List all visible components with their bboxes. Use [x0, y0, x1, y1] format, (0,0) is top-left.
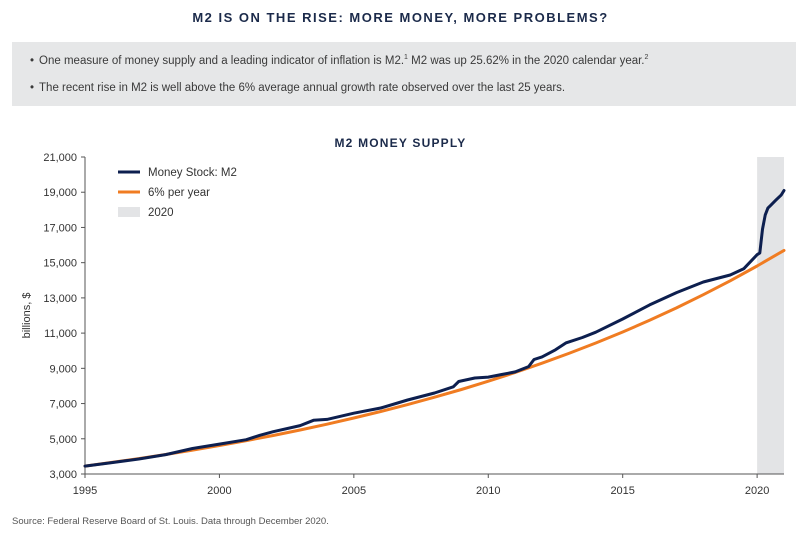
page-title: M2 IS ON THE RISE: MORE MONEY, MORE PROB… [192, 10, 609, 25]
x-tick-label: 2000 [207, 485, 231, 497]
y-tick-label: 11,000 [44, 328, 77, 340]
x-tick-label: 2010 [476, 485, 500, 497]
y-tick-label: 13,000 [43, 293, 77, 305]
y-axis-label: billions, $ [21, 293, 33, 339]
bullet-text: The recent rise in M2 is well above the … [39, 82, 566, 94]
source-note: Source: Federal Reserve Board of St. Lou… [12, 516, 329, 527]
footnote-ref: 1 [404, 54, 408, 61]
x-tick-label: 1995 [73, 485, 97, 497]
legend-label-m2: Money Stock: M2 [148, 167, 237, 179]
x-tick-label: 2020 [745, 485, 769, 497]
y-tick-label: 21,000 [43, 152, 77, 164]
legend-swatch-2020 [118, 207, 140, 217]
y-tick-label: 3,000 [49, 469, 77, 481]
x-tick-label: 2015 [610, 485, 634, 497]
y-tick-label: 15,000 [43, 258, 77, 270]
legend-label-2020: 2020 [148, 207, 174, 219]
summary-box: • One measure of money supply and a leadi… [12, 42, 796, 106]
y-tick-label: 17,000 [43, 222, 77, 234]
chart-title: M2 MONEY SUPPLY [334, 136, 467, 150]
bullet-dot: • [30, 82, 35, 94]
bullet-text: One measure of money supply and a leadin… [39, 54, 405, 67]
series-line-6pct [83, 248, 786, 468]
y-tick-label: 7,000 [49, 399, 77, 411]
x-tick-label: 2005 [342, 485, 366, 497]
y-tick-label: 5,000 [49, 434, 77, 446]
series-line-m2 [83, 189, 786, 468]
shaded-region-2020 [757, 157, 784, 474]
footnote-ref: 2 [644, 54, 649, 61]
bullet-dot: • [30, 54, 35, 67]
bullet-point-1: • One measure of money supply and a leadi… [30, 54, 648, 67]
y-tick-label: 19,000 [43, 187, 77, 199]
y-tick-label: 9,000 [49, 363, 77, 375]
legend-label-6pct: 6% per year [148, 187, 210, 199]
bullet-text: M2 was up 25.62% in the 2020 calendar ye… [407, 54, 645, 67]
bullet-point-2: • The recent rise in M2 is well above the… [30, 82, 565, 94]
